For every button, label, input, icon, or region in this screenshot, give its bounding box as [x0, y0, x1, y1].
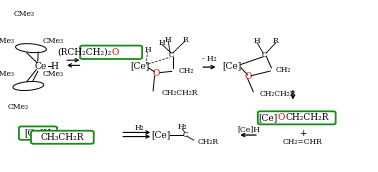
Text: H: H	[158, 39, 165, 47]
Text: R: R	[182, 36, 188, 44]
Text: CMe₃: CMe₃	[42, 37, 64, 45]
Text: C: C	[182, 131, 188, 138]
Text: O: O	[245, 72, 252, 81]
Text: C: C	[168, 51, 174, 59]
Text: H: H	[144, 46, 151, 53]
Text: CMe₃: CMe₃	[0, 37, 14, 45]
Text: Ce: Ce	[35, 62, 47, 71]
Text: CH₂: CH₂	[178, 67, 194, 74]
Text: [Ce]H: [Ce]H	[237, 125, 260, 133]
Text: [Ce]H: [Ce]H	[24, 129, 51, 138]
Text: - H₂: - H₂	[202, 55, 217, 63]
Text: H: H	[165, 36, 172, 44]
Text: [Ce]: [Ce]	[259, 113, 278, 122]
Text: H: H	[50, 62, 58, 71]
Text: H₂: H₂	[135, 124, 145, 132]
Text: [Ce]: [Ce]	[151, 130, 170, 139]
Text: O: O	[152, 69, 160, 78]
Text: CH₂CH₂R: CH₂CH₂R	[162, 89, 198, 97]
Text: CMe₃: CMe₃	[42, 70, 64, 78]
Text: CMe₃: CMe₃	[0, 70, 14, 78]
Text: CH₃CH₂R: CH₃CH₂R	[40, 133, 84, 142]
FancyBboxPatch shape	[80, 46, 142, 59]
Text: [Ce]: [Ce]	[223, 62, 242, 71]
Text: CH₂R: CH₂R	[197, 138, 218, 146]
Text: [Ce]: [Ce]	[130, 62, 149, 71]
Text: H₂: H₂	[177, 123, 187, 131]
Text: CH₂=CHR: CH₂=CHR	[282, 138, 322, 146]
Text: +: +	[299, 129, 306, 138]
Text: CH₂CH₂R: CH₂CH₂R	[285, 113, 329, 122]
FancyBboxPatch shape	[31, 131, 94, 144]
Text: R: R	[273, 37, 279, 45]
Text: CH₂: CH₂	[276, 66, 291, 74]
FancyBboxPatch shape	[258, 111, 336, 124]
Text: (RCH₂CH₂)₂: (RCH₂CH₂)₂	[57, 48, 111, 57]
Text: CMe₃: CMe₃	[14, 10, 35, 18]
Text: H: H	[254, 37, 260, 45]
Text: CH₂CH₂R: CH₂CH₂R	[259, 90, 296, 98]
Text: C: C	[262, 51, 268, 59]
Text: O: O	[278, 113, 285, 122]
Text: O: O	[111, 48, 119, 57]
FancyBboxPatch shape	[19, 126, 57, 140]
Text: CMe₃: CMe₃	[8, 103, 29, 111]
